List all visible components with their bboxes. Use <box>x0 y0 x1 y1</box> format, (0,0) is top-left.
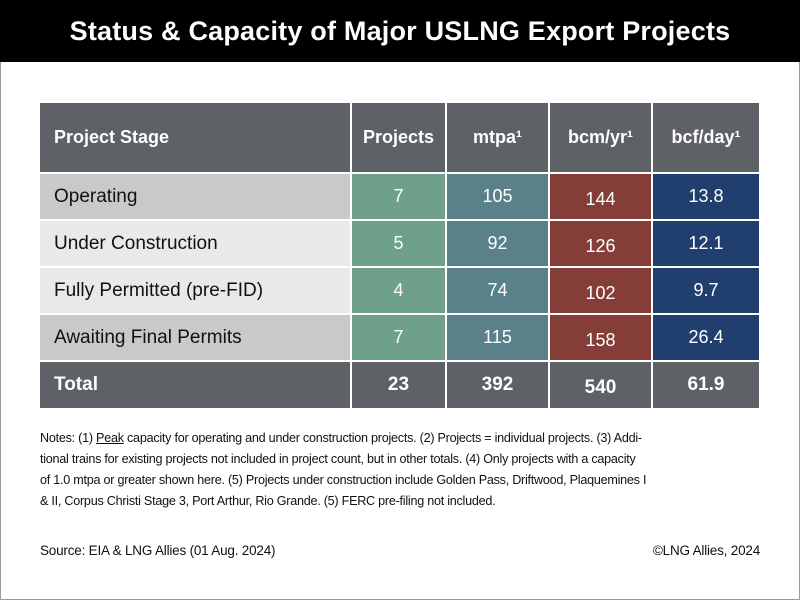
stage-cell: Fully Permitted (pre-FID) <box>40 268 350 313</box>
stage-cell: Awaiting Final Permits <box>40 315 350 360</box>
bcm-cell: 102 <box>550 268 651 313</box>
notes-line: of 1.0 mtpa or greater shown here. (5) P… <box>40 473 647 487</box>
column-header-stage: Project Stage <box>40 103 350 172</box>
bcm-cell: 158 <box>550 315 651 360</box>
projects-cell: 7 <box>352 174 445 219</box>
notes-prefix: Notes: (1) <box>40 431 97 445</box>
mtpa-cell: 105 <box>447 174 548 219</box>
bcm-cell: 126 <box>550 221 651 266</box>
bcf-cell: 13.8 <box>653 174 759 219</box>
mtpa-cell: 74 <box>447 268 548 313</box>
notes-line1-rest: capacity for operating and under constru… <box>123 431 642 445</box>
total-projects: 23 <box>352 362 445 408</box>
source-text: Source: EIA & LNG Allies (01 Aug. 2024) <box>40 543 276 558</box>
column-header-bcf: bcf/day¹ <box>653 103 759 172</box>
table-row: Awaiting Final Permits 7 115 158 26.4 <box>40 315 759 360</box>
projects-cell: 7 <box>352 315 445 360</box>
total-bcf: 61.9 <box>653 362 759 408</box>
projects-cell: 4 <box>352 268 445 313</box>
column-header-bcm: bcm/yr¹ <box>550 103 651 172</box>
table-row: Operating 7 105 144 13.8 <box>40 174 759 219</box>
capacity-table: Project Stage Projects mtpa¹ bcm/yr¹ bcf… <box>38 101 761 410</box>
projects-cell: 5 <box>352 221 445 266</box>
total-row: Total 23 392 540 61.9 <box>40 362 759 408</box>
column-header-mtpa: mtpa¹ <box>447 103 548 172</box>
notes: Notes: (1) Peak capacity for operating a… <box>40 428 765 512</box>
bcm-cell: 144 <box>550 174 651 219</box>
mtpa-cell: 92 <box>447 221 548 266</box>
total-bcm: 540 <box>550 362 651 408</box>
bcf-cell: 26.4 <box>653 315 759 360</box>
column-header-projects: Projects <box>352 103 445 172</box>
table-row: Under Construction 5 92 126 12.1 <box>40 221 759 266</box>
bcf-cell: 12.1 <box>653 221 759 266</box>
bcf-cell: 9.7 <box>653 268 759 313</box>
total-mtpa: 392 <box>447 362 548 408</box>
total-label: Total <box>40 362 350 408</box>
notes-line: tional trains for existing projects not … <box>40 452 636 466</box>
notes-line: Notes: (1) Peak capacity for operating a… <box>40 428 765 449</box>
notes-peak: Peak <box>96 431 124 445</box>
notes-line: & II, Corpus Christi Stage 3, Port Arthu… <box>40 494 496 508</box>
table-header-row: Project Stage Projects mtpa¹ bcm/yr¹ bcf… <box>40 103 759 172</box>
page-title: Status & Capacity of Major USLNG Export … <box>0 0 800 62</box>
stage-cell: Under Construction <box>40 221 350 266</box>
copyright-text: ©LNG Allies, 2024 <box>652 543 760 558</box>
mtpa-cell: 115 <box>447 315 548 360</box>
table-row: Fully Permitted (pre-FID) 4 74 102 9.7 <box>40 268 759 313</box>
stage-cell: Operating <box>40 174 350 219</box>
